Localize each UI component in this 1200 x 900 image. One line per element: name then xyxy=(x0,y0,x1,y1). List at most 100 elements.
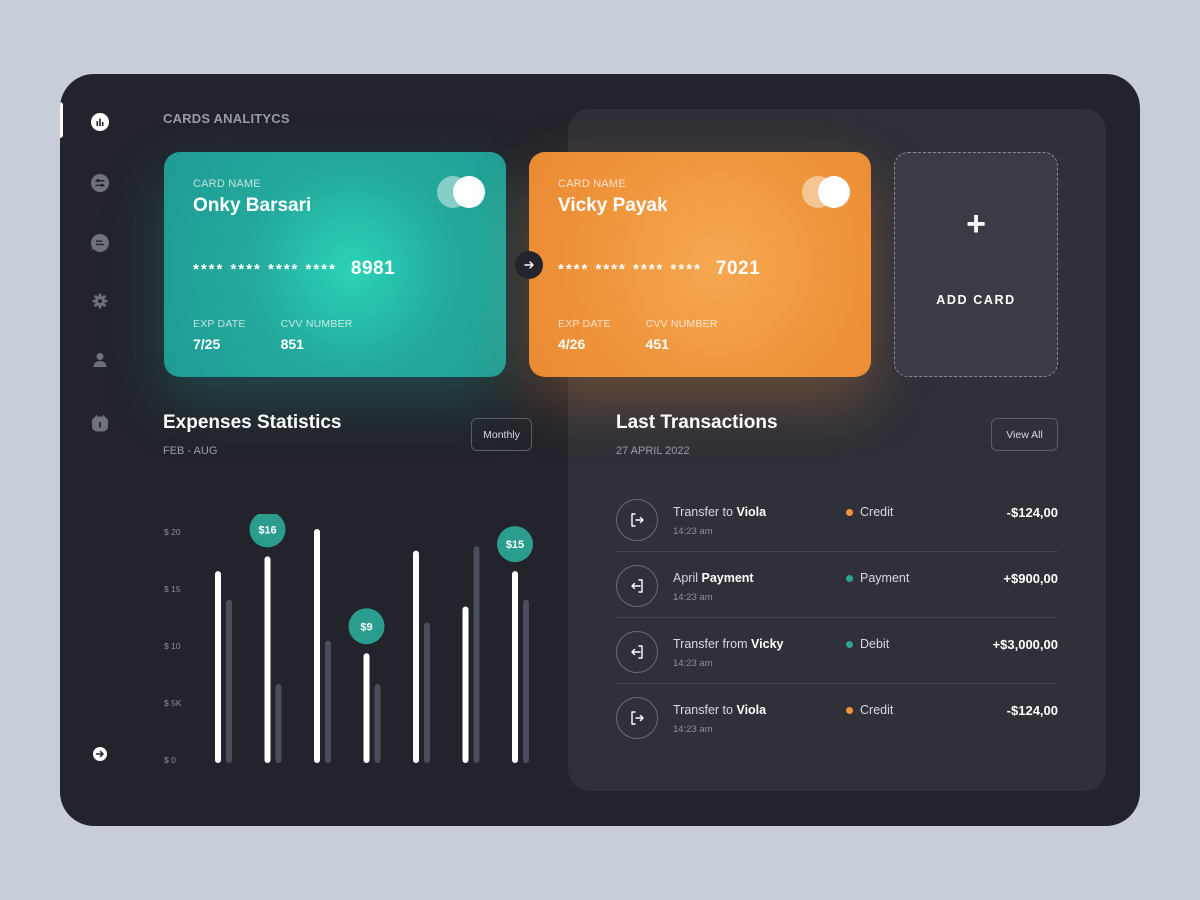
transaction-row[interactable]: Transfer to Viola 14:23 am Credit -$124,… xyxy=(616,684,1058,750)
transaction-time: 14:23 am xyxy=(673,592,713,603)
type-label: Debit xyxy=(860,637,890,651)
arrow-right-icon xyxy=(524,261,534,269)
card-name-label: CARD NAME xyxy=(193,178,261,190)
transaction-row[interactable]: Transfer from Vicky 14:23 am Debit +$3,0… xyxy=(616,618,1058,684)
transaction-name: Transfer from Vicky xyxy=(673,637,783,651)
logout-icon xyxy=(616,697,658,739)
app-window: CARDS ANALITYCS CARD NAME Onky Barsari *… xyxy=(60,74,1140,826)
user-icon[interactable] xyxy=(91,351,109,369)
transaction-party: Vicky xyxy=(751,637,784,651)
type-dot xyxy=(846,574,853,582)
value-bubble: $15 xyxy=(497,526,533,563)
cvv-group: CVV NUMBER 851 xyxy=(281,318,353,352)
card-number-mask: **** **** **** **** xyxy=(193,260,337,278)
gear-icon[interactable] xyxy=(91,292,109,310)
cvv-group: CVV NUMBER 451 xyxy=(646,318,718,352)
transaction-prefix: Transfer to xyxy=(673,505,737,519)
transaction-party: Payment xyxy=(701,571,754,585)
period-filter-button[interactable]: Monthly xyxy=(471,418,532,451)
type-label: Credit xyxy=(860,505,894,519)
transaction-time: 14:23 am xyxy=(673,658,713,669)
view-all-button[interactable]: View All xyxy=(991,418,1058,451)
transactions-title: Last Transactions xyxy=(616,412,778,433)
card-number-last4: 7021 xyxy=(715,258,761,279)
login-icon xyxy=(616,565,658,607)
exp-date-value: 4/26 xyxy=(558,336,586,352)
expenses-chart: $ 20 $ 15 $ 10 $ 5K $ 0 $16 $9 $15 xyxy=(164,514,533,765)
card-holder-name: Onky Barsari xyxy=(193,195,312,216)
exp-date-value: 7/25 xyxy=(193,336,221,352)
transaction-row[interactable]: Transfer to Viola 14:23 am Credit -$124,… xyxy=(616,486,1058,552)
y-tick-label: $ 5K xyxy=(164,698,182,708)
exp-date-label: EXP DATE xyxy=(558,318,611,330)
cvv-value: 451 xyxy=(645,336,669,352)
cvv-value: 851 xyxy=(280,336,304,352)
type-dot xyxy=(846,508,853,516)
y-tick-label: $ 20 xyxy=(164,527,181,537)
card-meta: EXP DATE 4/26 CVV NUMBER 451 xyxy=(558,318,718,352)
toggle-knob xyxy=(818,176,850,208)
plus-icon: + xyxy=(966,205,986,243)
value-bubble: $16 xyxy=(249,514,286,548)
transaction-time: 14:23 am xyxy=(673,526,713,537)
transaction-prefix: April xyxy=(673,571,702,585)
cvv-label: CVV NUMBER xyxy=(645,318,718,330)
transaction-party: Viola xyxy=(736,703,767,717)
credit-card[interactable]: CARD NAME Vicky Payak **** **** **** ***… xyxy=(529,152,871,377)
transactions-list: Transfer to Viola 14:23 am Credit -$124,… xyxy=(616,486,1058,750)
type-label: Credit xyxy=(860,703,894,717)
active-indicator xyxy=(60,102,63,138)
next-card-button[interactable] xyxy=(515,251,543,279)
arrow-right-icon[interactable] xyxy=(91,745,109,763)
transaction-type: Credit xyxy=(846,505,893,519)
type-dot xyxy=(846,706,853,714)
toggle-knob xyxy=(453,176,485,208)
card-number-mask: **** **** **** **** xyxy=(558,260,702,278)
card-holder-name: Vicky Payak xyxy=(558,195,668,216)
value-bubble: $9 xyxy=(348,608,385,645)
transaction-amount: -$124,00 xyxy=(1006,505,1058,520)
card-number: **** **** **** **** 8981 xyxy=(193,258,395,280)
transaction-row[interactable]: April Payment 14:23 am Payment +$900,00 xyxy=(616,552,1058,618)
card-toggle[interactable] xyxy=(802,176,850,208)
value-bubble-label: $16 xyxy=(258,524,276,536)
value-bubble-label: $9 xyxy=(360,621,372,633)
credit-card[interactable]: CARD NAME Onky Barsari **** **** **** **… xyxy=(164,152,506,377)
transaction-name: April Payment xyxy=(673,571,754,585)
login-icon xyxy=(616,631,658,673)
exp-date-group: EXP DATE 4/26 xyxy=(558,318,611,352)
transaction-name: Transfer to Viola xyxy=(673,703,766,717)
add-card-label: ADD CARD xyxy=(936,293,1016,307)
transaction-time: 14:23 am xyxy=(673,724,713,735)
chat-icon[interactable] xyxy=(91,234,109,252)
add-card-button[interactable]: + ADD CARD xyxy=(894,152,1058,377)
exp-date-group: EXP DATE 7/25 xyxy=(193,318,246,352)
y-tick-label: $ 15 xyxy=(164,584,181,594)
calendar-icon[interactable] xyxy=(91,414,109,432)
transaction-prefix: Transfer from xyxy=(673,637,752,651)
expenses-title: Expenses Statistics xyxy=(163,412,342,433)
transactions-date: 27 APRIL 2022 xyxy=(616,445,690,457)
card-meta: EXP DATE 7/25 CVV NUMBER 851 xyxy=(193,318,353,352)
card-toggle[interactable] xyxy=(437,176,485,208)
transaction-party: Viola xyxy=(736,505,767,519)
sliders-icon[interactable] xyxy=(91,174,109,192)
type-label: Payment xyxy=(860,571,910,585)
transaction-name: Transfer to Viola xyxy=(673,505,766,519)
page-title: CARDS ANALITYCS xyxy=(163,111,290,126)
sidebar xyxy=(60,74,138,826)
card-number: **** **** **** **** 7021 xyxy=(558,258,760,280)
transaction-type: Credit xyxy=(846,703,893,717)
cvv-label: CVV NUMBER xyxy=(280,318,353,330)
transaction-amount: +$3,000,00 xyxy=(992,637,1058,652)
exp-date-label: EXP DATE xyxy=(193,318,246,330)
transaction-amount: +$900,00 xyxy=(1003,571,1058,586)
transaction-type: Payment xyxy=(846,571,909,585)
y-tick-label: $ 0 xyxy=(164,755,176,765)
transaction-amount: -$124,00 xyxy=(1006,703,1058,718)
y-tick-label: $ 10 xyxy=(164,641,181,651)
card-name-label: CARD NAME xyxy=(558,178,626,190)
type-dot xyxy=(846,640,853,648)
chart-bars-icon[interactable] xyxy=(91,113,109,131)
value-bubble-label: $15 xyxy=(506,539,524,551)
